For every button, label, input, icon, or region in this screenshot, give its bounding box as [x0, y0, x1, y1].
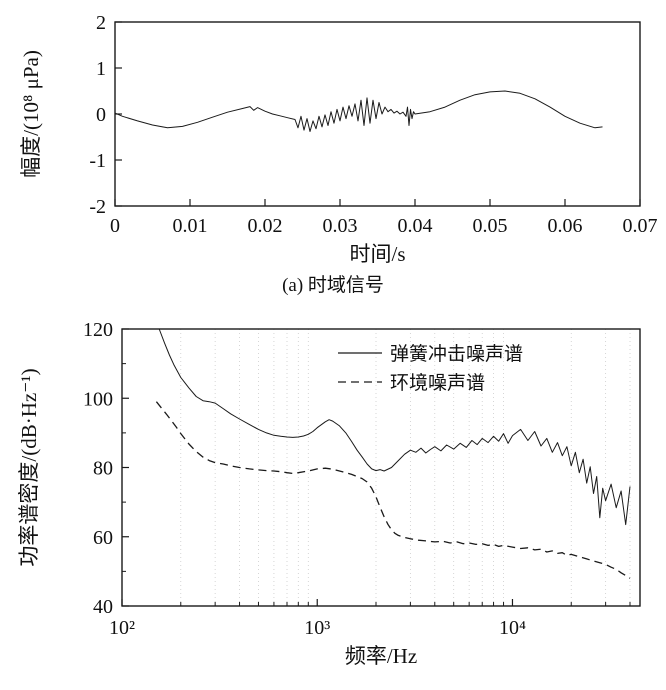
x-tick-label: 0.01 — [173, 215, 208, 237]
y-tick-label: 0 — [96, 104, 106, 126]
legend-label: 弹簧冲击噪声谱 — [390, 343, 523, 365]
y-tick-label: -1 — [89, 150, 106, 172]
x-axis-label: 时间/s — [349, 242, 405, 266]
y-tick-label: 120 — [83, 319, 113, 341]
y-tick-label: 60 — [93, 527, 113, 549]
subfigure-caption: (a) 时域信号 — [282, 275, 384, 296]
plot-box — [121, 328, 641, 607]
legend-label: 环境噪声谱 — [390, 372, 485, 394]
x-tick-label: 10³ — [304, 617, 330, 639]
x-tick-label: 0.05 — [473, 215, 508, 237]
y-tick-label: 80 — [93, 458, 113, 480]
y-tick-label: 40 — [93, 596, 113, 618]
x-tick-label: 0.06 — [548, 215, 583, 237]
y-tick-label: 1 — [96, 58, 106, 80]
x-tick-label: 0.02 — [248, 215, 283, 237]
y-tick-label: -2 — [89, 196, 106, 218]
series-dashed — [155, 401, 631, 579]
figure-panel-a: 0 0.01 0.02 0.03 0.04 0.05 0.06 0.07 -2 -1 0 1 2 时间/s… — [0, 0, 666, 266]
y-axis-label: 功率谱密度/(dB·Hz⁻¹) — [17, 368, 41, 566]
series-solid — [114, 90, 603, 132]
x-tick-label: 0.07 — [623, 215, 658, 237]
x-tick-label: 0.03 — [323, 215, 358, 237]
y-tick-label: 100 — [83, 388, 113, 410]
x-axis-label: 频率/Hz — [345, 644, 417, 668]
time-domain-chart: 0 0.01 0.02 0.03 0.04 0.05 0.06 0.07 -2 -1 0 1 2 时间/s… — [19, 12, 658, 266]
x-tick-label: 0.04 — [398, 215, 433, 237]
x-tick-label: 10⁴ — [499, 617, 526, 639]
series-solid — [158, 328, 631, 526]
y-axis-label: 幅度/(10⁸ μPa) — [19, 50, 43, 178]
figure-panel-b: 10² 10³ 10⁴ 40 60 80 100 120 频率/Hz 功率谱密度/(dB·Hz⁻¹… — [0, 299, 666, 669]
psd-chart: 10² 10³ 10⁴ 40 60 80 100 120 频率/Hz 功率谱密度/(dB·Hz⁻¹… — [17, 319, 641, 668]
x-tick-label: 10² — [109, 617, 135, 639]
x-tick-label: 0 — [110, 215, 120, 237]
y-tick-label: 2 — [96, 12, 106, 34]
